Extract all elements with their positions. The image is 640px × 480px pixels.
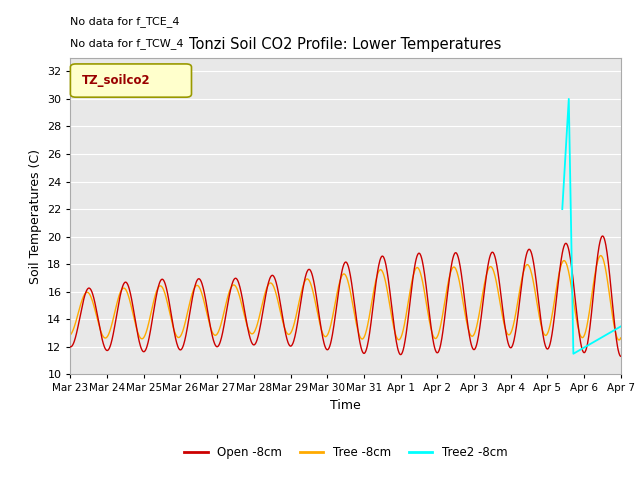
Tree -8cm [189, 289, 196, 295]
Open -8cm [503, 335, 511, 340]
Line: Tree2 -8cm: Tree2 -8cm [563, 99, 621, 354]
Open -8cm [598, 233, 606, 239]
Open -8cm [250, 342, 258, 348]
FancyBboxPatch shape [70, 64, 191, 97]
Tree -8cm [503, 330, 511, 336]
Text: TZ_soilco2: TZ_soilco2 [81, 74, 150, 87]
Text: No data for f_TCW_4: No data for f_TCW_4 [70, 38, 184, 49]
Open -8cm [67, 344, 74, 350]
Tree -8cm [431, 336, 439, 341]
Open -8cm [189, 293, 196, 299]
Tree -8cm [615, 337, 623, 343]
Tree -8cm [617, 335, 625, 341]
Tree -8cm [67, 332, 74, 338]
Open -8cm [617, 353, 625, 359]
Tree -8cm [597, 253, 605, 259]
Line: Open -8cm: Open -8cm [70, 236, 621, 356]
Line: Tree -8cm: Tree -8cm [70, 256, 621, 340]
Open -8cm [175, 347, 183, 352]
X-axis label: Time: Time [330, 399, 361, 412]
Tree -8cm [552, 292, 559, 298]
Text: No data for f_TCE_4: No data for f_TCE_4 [70, 16, 180, 27]
Y-axis label: Soil Temperatures (C): Soil Temperatures (C) [29, 148, 42, 284]
Open -8cm [431, 346, 439, 352]
Tree2 -8cm [617, 324, 625, 329]
Title: Tonzi Soil CO2 Profile: Lower Temperatures: Tonzi Soil CO2 Profile: Lower Temperatur… [189, 37, 502, 52]
Legend: Open -8cm, Tree -8cm, Tree2 -8cm: Open -8cm, Tree -8cm, Tree2 -8cm [179, 441, 512, 464]
Open -8cm [552, 305, 559, 311]
Tree -8cm [250, 329, 258, 335]
Tree -8cm [175, 335, 183, 340]
